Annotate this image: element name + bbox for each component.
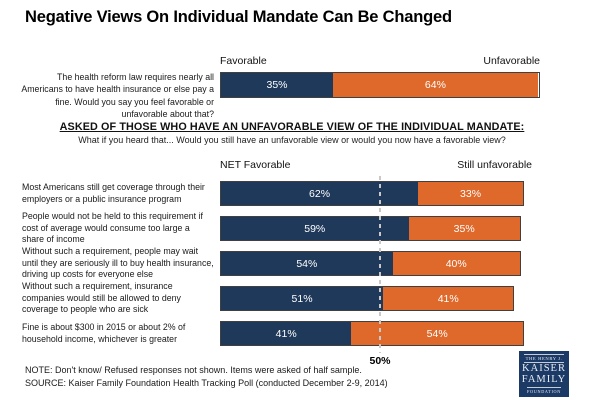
net-favorable-segment: 41% (221, 322, 352, 345)
unfavorable-segment: 64% (333, 73, 538, 97)
net-favorable-header: NET Favorable (220, 159, 291, 171)
favorable-value-label: 35% (266, 79, 288, 91)
favorable-header: Favorable (220, 55, 267, 67)
unfavorable-header: Unfavorable (483, 55, 540, 67)
still-unfavorable-value-label: 54% (426, 327, 448, 340)
top-stacked-bar: 35% 64% (220, 72, 540, 98)
row-label-cost-exemption: People would not be held to this require… (22, 211, 203, 245)
row-bar-deny-coverage: 51% 41% (220, 286, 515, 311)
row-bar-fine-amount: 41% 54% (220, 321, 524, 346)
section-heading: ASKED OF THOSE WHO HAVE AN UNFAVORABLE V… (59, 121, 525, 133)
still-unfavorable-value-label: 40% (445, 257, 467, 270)
page-title: Negative Views On Individual Mandate Can… (25, 8, 452, 26)
net-favorable-segment: 54% (221, 252, 393, 275)
still-unfavorable-value-label: 35% (453, 222, 475, 235)
still-unfavorable-segment: 54% (351, 322, 523, 345)
kaiser-family-foundation-logo: THE HENRY J. KAISER FAMILY FOUNDATION (519, 351, 569, 397)
logo-foundation-text: FOUNDATION (527, 386, 561, 394)
net-favorable-segment: 62% (221, 182, 419, 205)
section-subheading: What if you heard that... Would you stil… (78, 135, 506, 145)
net-favorable-value-label: 62% (309, 187, 331, 200)
note-line: NOTE: Don't know/ Refused responses not … (25, 365, 362, 375)
row-label-wait-until-ill: Without such a requirement, people may w… (22, 246, 214, 280)
source-line: SOURCE: Kaiser Family Foundation Health … (25, 378, 388, 388)
row-bar-cost-exemption: 59% 35% (220, 216, 521, 241)
unfavorable-value-label: 64% (424, 79, 446, 91)
logo-kaiser-text: KAISER (522, 363, 566, 375)
net-favorable-value-label: 51% (291, 292, 313, 305)
net-favorable-segment: 59% (221, 217, 409, 240)
logo-family-text: FAMILY (521, 373, 567, 385)
still-unfavorable-segment: 41% (383, 287, 514, 310)
still-unfavorable-value-label: 33% (460, 187, 482, 200)
net-favorable-value-label: 54% (296, 257, 318, 270)
top-chart-headers: Favorable Unfavorable (220, 55, 540, 67)
row-bar-wait-until-ill: 54% 40% (220, 251, 521, 276)
top-chart-question: The health reform law requires nearly al… (21, 72, 214, 120)
still-unfavorable-segment: 33% (418, 182, 523, 205)
net-favorable-value-label: 41% (275, 327, 297, 340)
favorable-segment: 35% (221, 73, 333, 97)
net-favorable-segment: 51% (221, 287, 384, 310)
fifty-percent-label: 50% (369, 355, 391, 367)
fifty-percent-reference-line (379, 176, 381, 353)
row-label-deny-coverage: Without such a requirement, insurance co… (22, 281, 181, 315)
still-unfavorable-header: Still unfavorable (457, 159, 532, 171)
net-favorable-value-label: 59% (304, 222, 326, 235)
row-label-coverage: Most Americans still get coverage throug… (22, 182, 205, 204)
still-unfavorable-segment: 40% (392, 252, 520, 275)
still-unfavorable-value-label: 41% (437, 292, 459, 305)
follow-up-chart-headers: NET Favorable Still unfavorable (220, 159, 532, 171)
logo-top-text: THE HENRY J. (523, 354, 565, 364)
footnotes: NOTE: Don't know/ Refused responses not … (25, 364, 495, 390)
row-label-fine-amount: Fine is about $300 in 2015 or about 2% o… (22, 322, 186, 344)
still-unfavorable-segment: 35% (408, 217, 520, 240)
row-bar-coverage: 62% 33% (220, 181, 524, 206)
